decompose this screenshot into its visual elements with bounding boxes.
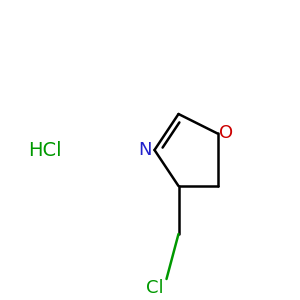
Text: N: N xyxy=(139,141,152,159)
Text: Cl: Cl xyxy=(146,279,163,297)
Text: O: O xyxy=(219,124,234,142)
Text: HCl: HCl xyxy=(28,140,62,160)
